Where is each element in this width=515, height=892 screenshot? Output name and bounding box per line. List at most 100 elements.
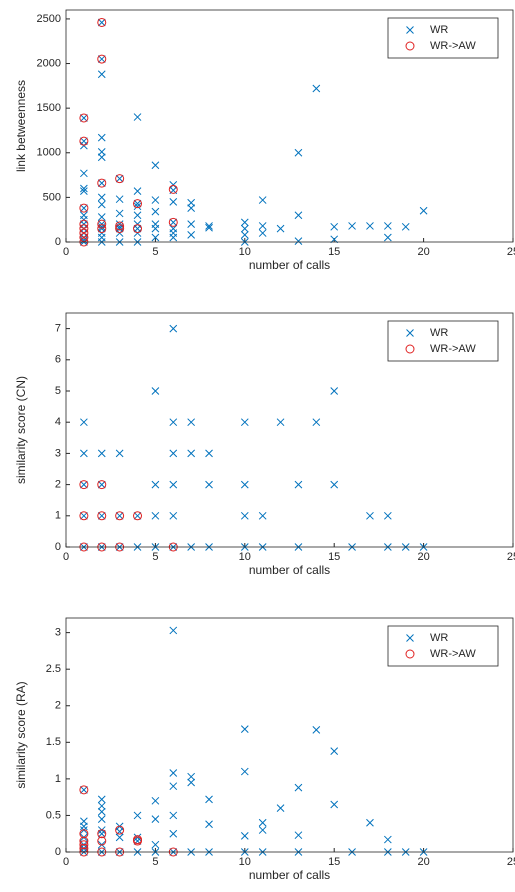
point	[294, 480, 303, 489]
point	[97, 829, 106, 838]
point	[240, 725, 249, 734]
point	[80, 236, 88, 245]
point	[383, 511, 392, 520]
point	[312, 726, 321, 734]
point	[187, 220, 196, 229]
y-tick-label: 2.5	[46, 663, 61, 675]
point	[151, 224, 160, 233]
point	[169, 324, 178, 333]
point	[168, 184, 178, 194]
point	[97, 480, 107, 490]
point	[133, 511, 142, 520]
point	[383, 233, 392, 242]
axes: 0 5 10 15 20 25 0 1 2 3 4 5 6 7 number of calls similar…	[14, 312, 515, 577]
x-tick-label: 15	[328, 856, 340, 868]
x-axis-label: number of calls	[249, 258, 330, 272]
y-tick-label: 0.5	[46, 809, 61, 821]
point	[79, 480, 89, 490]
point	[115, 174, 125, 184]
x-tick-label: 0	[63, 246, 69, 258]
point	[115, 174, 124, 183]
point	[79, 840, 89, 850]
point	[169, 811, 178, 820]
point	[151, 840, 160, 849]
point	[258, 229, 267, 237]
point	[330, 222, 339, 231]
point	[294, 783, 303, 792]
point	[80, 187, 88, 195]
legend-label: WR	[430, 327, 448, 339]
point	[240, 480, 249, 489]
y-tick-label: 4	[55, 416, 61, 428]
point	[79, 203, 89, 213]
point	[80, 418, 88, 427]
point	[80, 169, 88, 178]
legend-marker	[405, 649, 415, 659]
x-tick-label: 0	[63, 856, 69, 868]
point	[169, 626, 178, 635]
point	[240, 218, 249, 227]
point	[133, 211, 142, 220]
point	[133, 202, 142, 211]
point	[205, 222, 213, 230]
y-tick-label: 1500	[37, 102, 61, 114]
point	[151, 233, 160, 242]
point	[330, 387, 339, 395]
legend-marker	[405, 41, 415, 51]
axes: 0 5 10 15 20 25 0 500 1000 1500 2000 2500 number of …	[14, 9, 515, 272]
point	[187, 778, 196, 787]
x-tick-label: 10	[239, 856, 251, 868]
y-tick-label: 1000	[37, 147, 61, 159]
x-tick-label: 15	[328, 551, 340, 563]
point	[97, 224, 107, 234]
y-tick-label: 7	[55, 323, 61, 335]
point	[97, 178, 107, 188]
x-tick-label: 15	[328, 246, 340, 258]
point	[168, 217, 178, 227]
point	[276, 224, 285, 233]
point	[115, 511, 124, 520]
point	[151, 796, 160, 805]
point	[294, 211, 303, 220]
point	[97, 807, 106, 816]
point	[169, 511, 178, 520]
point	[79, 233, 89, 243]
point	[115, 449, 124, 458]
legend-symbol	[405, 41, 415, 51]
point	[151, 196, 160, 204]
point	[151, 815, 160, 823]
legend-marker	[406, 329, 414, 337]
point	[240, 418, 249, 427]
y-axis-label: link betweenness	[14, 80, 28, 172]
legend-symbol	[405, 344, 415, 354]
y-tick-label: 1	[55, 510, 61, 522]
point	[240, 832, 249, 840]
y-tick-label: 0	[55, 236, 61, 248]
point	[97, 153, 106, 162]
point	[205, 223, 213, 232]
x-axis-label: number of calls	[249, 563, 330, 577]
y-axis-label: similarity score (CN)	[14, 376, 28, 484]
point	[115, 825, 125, 835]
x-tick-label: 25	[507, 856, 515, 868]
point	[80, 184, 88, 193]
point	[294, 831, 303, 840]
point	[169, 829, 178, 838]
point	[205, 820, 213, 829]
point	[80, 204, 88, 212]
point	[294, 148, 303, 157]
point	[240, 224, 249, 233]
point	[80, 480, 88, 489]
point	[80, 511, 88, 520]
point	[258, 511, 267, 520]
y-tick-label: 1	[55, 773, 61, 785]
point	[258, 818, 267, 827]
point	[366, 511, 374, 520]
y-tick-label: 0	[55, 541, 61, 553]
axes: 0 5 10 15 20 25 0 0.5 1 1.5 2 2.5 3 number of calls si…	[14, 617, 515, 882]
point	[276, 804, 285, 812]
x-tick-label: 10	[239, 246, 251, 258]
point	[97, 480, 106, 489]
point	[79, 228, 89, 238]
point	[115, 224, 125, 234]
